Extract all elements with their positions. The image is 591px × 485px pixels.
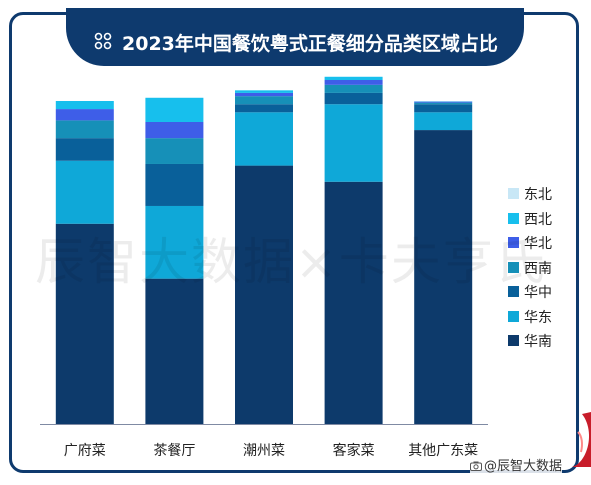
bar-segment: [414, 104, 473, 113]
corner-decoration: [572, 412, 591, 467]
legend-label: 西南: [524, 260, 552, 277]
title-banner: [66, 8, 524, 66]
bar-segment: [55, 160, 114, 224]
bar-segment: [235, 90, 293, 93]
bar-segment: [324, 76, 383, 81]
legend-swatch: [508, 286, 519, 297]
bar-segment: [145, 121, 204, 139]
legend-label: 西北: [524, 211, 552, 228]
legend-label: 华北: [524, 236, 552, 252]
x-tick-label: 潮州菜: [243, 443, 285, 459]
legend-label: 东北: [524, 187, 552, 203]
legend-item: 西北: [508, 209, 578, 229]
x-tick-label: 广府菜: [64, 443, 106, 459]
legend-swatch: [508, 212, 519, 224]
legend-item: 华东: [508, 307, 578, 327]
bar-segment: [145, 97, 204, 122]
source-label: @辰智大数据: [470, 455, 563, 474]
bar-segment: [414, 101, 473, 103]
bar-segment: [235, 96, 293, 105]
legend-item: 华南: [508, 331, 578, 351]
legend-swatch: [508, 237, 519, 248]
bar-segment: [235, 104, 293, 113]
bar-segment: [414, 112, 473, 131]
x-tick-label: 其他广东菜: [408, 443, 478, 459]
bar-segment: [324, 84, 383, 93]
bar-segment: [235, 165, 293, 424]
bar-segment: [55, 120, 114, 139]
bar-segment: [235, 112, 293, 166]
bar-segment: [55, 138, 114, 161]
legend-item: 东北: [508, 184, 578, 204]
bar-segment: [145, 278, 204, 424]
bar-segment: [324, 181, 383, 424]
camera-icon: [470, 461, 482, 471]
legend-swatch: [508, 310, 519, 322]
bar-segment: [55, 101, 114, 110]
legend-item: 华北: [508, 233, 578, 253]
bar-segment: [145, 205, 204, 279]
bar-segment: [145, 138, 204, 164]
legend-label: 华南: [524, 334, 552, 350]
bar-segment: [55, 109, 114, 121]
legend-swatch: [508, 335, 519, 346]
bar-segment: [414, 130, 473, 424]
bar-segment: [235, 92, 293, 97]
legend-item: 华中: [508, 282, 578, 302]
bar-segment: [145, 163, 204, 206]
legend-swatch: [508, 261, 519, 273]
bar-segment: [55, 223, 114, 424]
legend-swatch: [508, 188, 519, 199]
legend-label: 华中: [524, 285, 552, 301]
bar-segment: [324, 80, 383, 85]
legend-label: 华东: [524, 309, 552, 326]
bar-segment: [324, 104, 383, 182]
legend-item: 西南: [508, 258, 578, 278]
x-tick-label: 客家菜: [333, 442, 375, 459]
grid-dots-icon: [94, 32, 112, 50]
x-tick-label: 茶餐厅: [153, 443, 195, 459]
chart-title: 2023年中国餐饮粤式正餐细分品类区域占比: [122, 33, 498, 55]
source-text: @辰智大数据: [484, 459, 563, 474]
bar-segment: [324, 92, 383, 105]
bar-segment: [414, 102, 473, 105]
